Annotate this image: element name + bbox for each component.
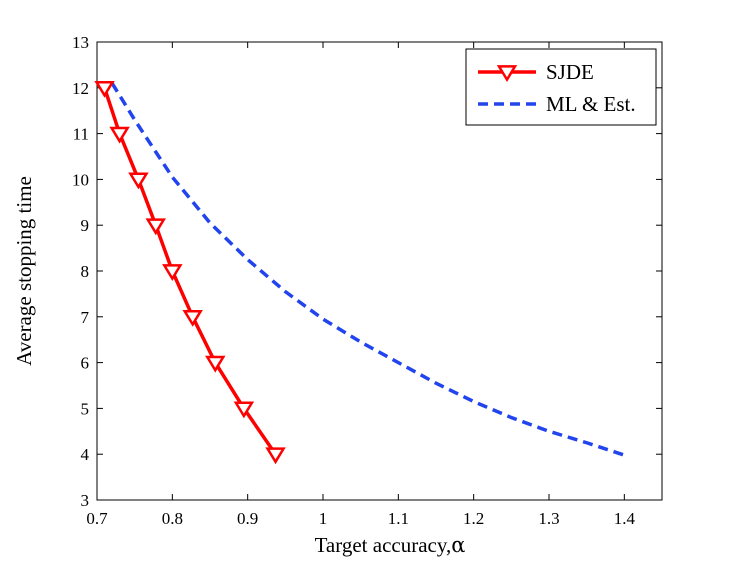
- data-point: [145, 218, 166, 236]
- legend-marker-sjde: [496, 65, 518, 83]
- series-layer: [94, 80, 625, 465]
- legend-label-sjde: SJDE: [546, 60, 594, 84]
- x-tick-label: 1: [319, 509, 328, 528]
- series-line-ml-est: [110, 82, 625, 457]
- data-point: [182, 309, 203, 327]
- data-point: [94, 80, 115, 98]
- y-tick-label: 3: [81, 491, 90, 510]
- y-tick-label: 5: [81, 399, 90, 418]
- x-tick-label: 0.8: [162, 509, 183, 528]
- y-tick-label: 8: [81, 262, 90, 281]
- y-axis-label: Average stopping time: [12, 176, 36, 366]
- y-tick-label: 12: [72, 79, 89, 98]
- legend-box: [465, 48, 657, 126]
- y-tick-labels: 3 4 5 6 7 8 9 10 11 12 13: [72, 33, 90, 510]
- legend: SJDE ML & Est.: [465, 48, 657, 126]
- y-tick-label: 11: [73, 125, 89, 144]
- data-point: [233, 401, 255, 419]
- x-tick-label: 0.7: [86, 509, 108, 528]
- data-point: [109, 126, 130, 144]
- x-tick-label: 1.1: [388, 509, 409, 528]
- x-axis-label: Target accuracy,α: [315, 533, 466, 557]
- y-tick-label: 13: [72, 33, 89, 52]
- y-tick-label: 7: [81, 308, 90, 327]
- data-point: [128, 172, 149, 190]
- data-point: [205, 355, 226, 373]
- legend-label-ml-est: ML & Est.: [546, 92, 636, 116]
- y-tick-label: 6: [81, 354, 90, 373]
- data-point: [162, 264, 183, 282]
- x-tick-label: 1.3: [538, 509, 559, 528]
- x-tick-labels: 0.7 0.8 0.9 1 1.1 1.2 1.3 1.4: [86, 509, 635, 528]
- y-tick-label: 10: [72, 170, 89, 189]
- x-tick-label: 1.2: [463, 509, 484, 528]
- y-tick-label: 9: [81, 216, 90, 235]
- x-tick-label: 1.4: [614, 509, 636, 528]
- x-tick-label: 0.9: [237, 509, 258, 528]
- y-tick-label: 4: [81, 445, 90, 464]
- data-point: [265, 447, 286, 465]
